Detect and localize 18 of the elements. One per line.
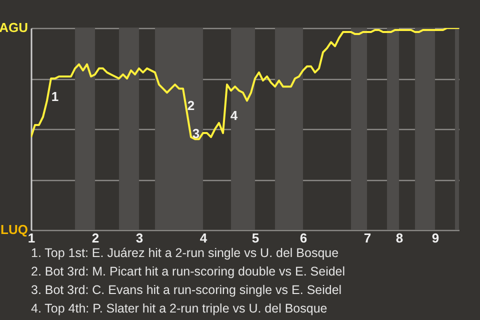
- text: 4. Top 4th: P. Slater hit a 2-run triple vs U. del Bosque: [31, 302, 328, 316]
- x-tick-label: 6: [300, 230, 308, 246]
- text: 3. Bot 3rd: C. Evans hit a run-scoring single vs E. Seidel: [31, 283, 342, 297]
- x-tick-label: 1: [28, 230, 36, 246]
- annotation: 4: [230, 108, 238, 123]
- text: 2. Bot 3rd: M. Picart hit a run-scoring double vs E. Seidel: [31, 264, 346, 278]
- text: 1. Top 1st: E. Juárez hit a 2-run single vs U. del Bosque: [31, 246, 339, 260]
- x-tick-label: 9: [432, 230, 440, 246]
- x-tick-label: 5: [252, 230, 260, 246]
- x-tick-label: 7: [364, 230, 372, 246]
- annotation: 3: [192, 126, 200, 141]
- annotation: 2: [187, 98, 195, 113]
- x-tick-label: 3: [136, 230, 144, 246]
- x-tick-label: 2: [92, 230, 100, 246]
- x-tick-label: 4: [200, 230, 208, 246]
- text: LUQ: [0, 222, 28, 237]
- x-tick-label: 8: [396, 230, 404, 246]
- annotation: 1: [51, 89, 59, 104]
